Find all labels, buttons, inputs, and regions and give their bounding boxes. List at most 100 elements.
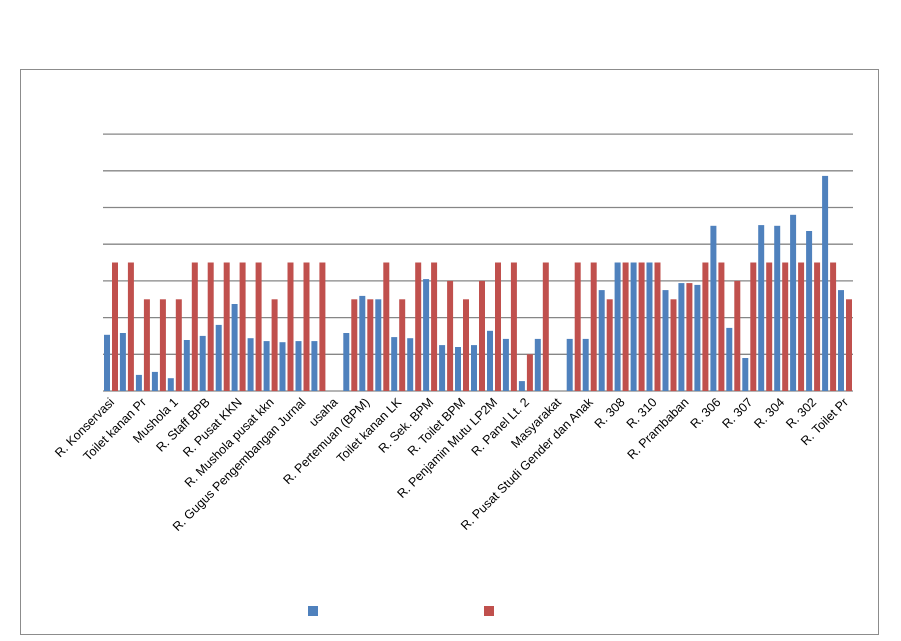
bar-series-2-24 — [479, 280, 485, 391]
bar-series-2-37 — [686, 283, 693, 391]
bar-series-1-11 — [263, 341, 270, 391]
bar-series-2-20 — [415, 262, 422, 391]
bar-series-2-23 — [463, 299, 469, 392]
bar-series-1-36 — [662, 290, 669, 391]
bar-series-2-4 — [159, 299, 166, 392]
bar-series-1-9 — [231, 304, 238, 391]
bar-series-1-33 — [614, 262, 621, 391]
bar-series-1-37 — [678, 283, 685, 391]
bar-series-2-41 — [750, 262, 757, 391]
bar-series-2-25 — [495, 262, 501, 391]
bar-series-2-34 — [638, 262, 645, 391]
bar-series-1-38 — [694, 284, 701, 391]
bar-series-1-25 — [487, 330, 493, 391]
bar-series-1-21 — [423, 279, 430, 391]
bar-series-2-22 — [447, 280, 454, 391]
bar-series-2-38 — [702, 262, 709, 391]
legend-swatch-series-1 — [308, 606, 318, 616]
bar-series-1-32 — [598, 290, 605, 391]
bar-series-1-2 — [119, 333, 126, 391]
bar-series-1-28 — [534, 338, 541, 391]
bar-series-2-10 — [255, 262, 262, 391]
bar-series-1-30 — [566, 338, 573, 391]
bar-series-1-10 — [247, 338, 254, 391]
x-tick-label: R. 307 — [719, 395, 755, 431]
bar-series-1-18 — [375, 299, 382, 392]
bar-series-2-45 — [814, 262, 821, 391]
bar-series-2-43 — [782, 262, 789, 391]
bar-series-2-14 — [319, 262, 326, 391]
bar-series-2-42 — [766, 262, 773, 391]
bar-series-1-40 — [726, 327, 733, 391]
x-tick-label: R. 306 — [688, 395, 724, 431]
bar-series-1-43 — [774, 225, 781, 391]
bar-series-1-4 — [151, 371, 158, 391]
x-tick-label: R. 308 — [592, 395, 628, 431]
bar-series-2-30 — [574, 262, 581, 391]
bar-series-1-7 — [199, 335, 206, 391]
bar-series-1-5 — [167, 378, 174, 391]
bar-series-2-33 — [622, 262, 629, 391]
bar-series-1-45 — [806, 231, 813, 391]
bar-series-2-2 — [127, 262, 134, 391]
chart-frame: R. Konservasi Toilet kanan Pr Mushola 1 R. … — [20, 69, 879, 635]
bar-series-2-44 — [798, 262, 805, 391]
bar-series-1-17 — [359, 295, 366, 391]
bar-series-1-12 — [279, 342, 286, 391]
bar-series-2-46 — [830, 262, 837, 391]
bar-series-1-6 — [183, 340, 190, 391]
bar-series-2-18 — [383, 262, 390, 391]
legend-swatch-series-2 — [484, 606, 494, 616]
bar-series-2-35 — [654, 262, 661, 391]
bar-series-1-34 — [630, 262, 637, 391]
bar-series-2-16 — [351, 299, 358, 392]
bar-series-1-35 — [646, 262, 653, 391]
bar-series-1-22 — [439, 345, 446, 391]
bar-series-2-19 — [399, 299, 406, 392]
bar-series-1-41 — [742, 358, 749, 391]
bar-series-2-40 — [734, 280, 741, 391]
bar-series-1-16 — [343, 333, 350, 391]
bar-series-1-13 — [295, 341, 302, 391]
bar-series-2-12 — [287, 262, 294, 391]
bar-series-2-1 — [112, 262, 118, 391]
bar-series-2-47 — [846, 299, 852, 392]
bar-series-2-5 — [175, 299, 182, 392]
bar-series-2-7 — [207, 262, 214, 391]
bar-series-1-42 — [758, 225, 765, 391]
bar-series-2-9 — [239, 262, 246, 391]
bar-series-2-27 — [526, 354, 533, 391]
bar-series-2-26 — [510, 262, 517, 391]
bar-series-2-17 — [367, 299, 374, 392]
bar-series-1-8 — [215, 324, 222, 391]
bar-series-1-39 — [710, 225, 717, 391]
bar-series-1-14 — [311, 341, 318, 391]
bar-series-1-23 — [455, 347, 461, 391]
bars — [104, 175, 852, 392]
bar-series-2-13 — [303, 262, 310, 391]
bar-series-2-31 — [590, 262, 597, 391]
bar-series-2-39 — [718, 262, 725, 391]
bar-series-1-47 — [838, 290, 844, 391]
bar-series-2-36 — [670, 299, 677, 392]
bar-series-1-19 — [391, 337, 398, 391]
bar-series-1-44 — [790, 214, 797, 391]
bar-series-2-11 — [271, 299, 278, 392]
bar-series-1-26 — [502, 338, 509, 391]
bar-series-1-20 — [407, 338, 414, 391]
bar-series-2-32 — [606, 299, 613, 392]
bar-series-1-1 — [104, 334, 110, 391]
bar-series-1-46 — [822, 175, 829, 391]
bar-series-2-21 — [431, 262, 438, 391]
bar-series-1-31 — [582, 338, 589, 391]
bar-series-1-24 — [471, 345, 477, 391]
gridlines — [103, 133, 853, 392]
bar-series-1-27 — [518, 381, 525, 391]
bar-series-2-3 — [143, 299, 150, 392]
bar-series-2-6 — [191, 262, 198, 391]
x-tick-label: R. 304 — [751, 395, 787, 431]
bar-series-2-28 — [542, 262, 549, 391]
bar-series-1-3 — [135, 374, 142, 391]
